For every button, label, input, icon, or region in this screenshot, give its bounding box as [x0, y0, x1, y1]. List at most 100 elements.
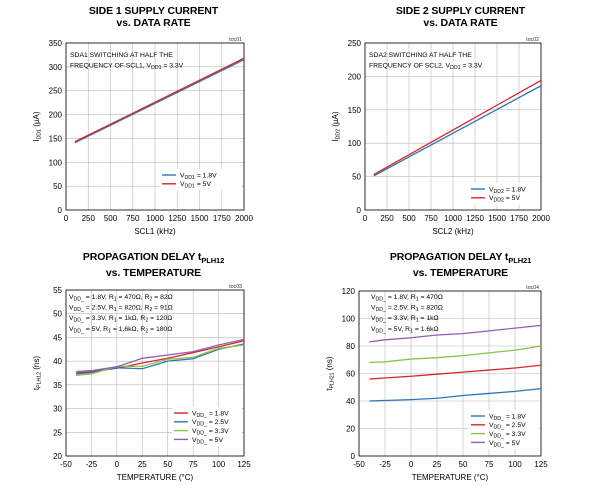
series-line: [74, 57, 245, 143]
y-tick-label: 100: [348, 139, 362, 148]
x-tick-label: -25: [379, 460, 391, 469]
y-tick-label: 20: [53, 452, 62, 461]
y-tick-label: 80: [346, 342, 355, 351]
chart-propagation-delay-plh21: PROPAGATION DELAY tPLH21 vs. TEMPERATURE…: [307, 250, 614, 503]
legend-entry: VDD1 = 5V: [180, 181, 211, 190]
series-line: [369, 324, 542, 343]
x-tick-label: 1500: [191, 214, 209, 223]
legend-entry: VDD_ = 2.5V: [489, 422, 526, 431]
x-tick-label: 100: [212, 460, 226, 469]
y-tick-label: 55: [53, 286, 62, 295]
annotation-line: VDD_ = 3.3V, R1 = 1kΩ, R2 = 120Ω: [69, 315, 172, 324]
y-axis-label: tPLH12 (ns): [32, 356, 43, 390]
series-line: [373, 79, 542, 176]
y-tick-label: 0: [357, 206, 362, 215]
y-axis-label: IDD1 (µA): [32, 111, 43, 141]
y-tick-label: 250: [348, 39, 362, 48]
y-tick-label: 250: [49, 87, 63, 96]
y-tick-label: 45: [53, 333, 62, 342]
chart-svg: -50 -25 0 25 50 75 100 125 20 25 30 35 40 45 50 55 TEMPE…: [32, 284, 251, 482]
x-tick-label: 750: [126, 214, 140, 223]
x-tick-label: 25: [433, 460, 442, 469]
chart-title-line1: PROPAGATION DELAY t: [389, 251, 509, 263]
x-tick-label: 2000: [532, 214, 550, 223]
annotation-line: FREQUENCY OF SCL2, VDD1 = 3.3V: [369, 63, 483, 72]
y-tick-label: 50: [53, 310, 62, 319]
x-tick-label: -50: [353, 460, 365, 469]
x-tick-label: 500: [402, 214, 416, 223]
x-tick-label: 1750: [213, 214, 231, 223]
series-line: [76, 340, 245, 374]
x-tick-label: 50: [163, 460, 172, 469]
chart-title-line2: vs. DATA RATE: [116, 17, 191, 29]
chart-propagation-delay-plh12: PROPAGATION DELAY tPLH12 vs. TEMPERATURE…: [0, 250, 307, 503]
annotation-line: SDA1 SWITCHING AT HALF THE: [70, 52, 173, 59]
chart-title: SIDE 2 SUPPLY CURRENT vs. DATA RATE: [307, 5, 614, 29]
y-tick-label: 60: [346, 370, 355, 379]
chart-svg: 0 250 500 750 1000 1250 1500 1750 2000 0 50 100 150 2…: [32, 37, 253, 236]
x-tick-label: 75: [189, 460, 198, 469]
series-line: [369, 345, 542, 364]
y-tick-label: 35: [53, 381, 62, 390]
x-axis-label: SCL2 (kHz): [432, 227, 474, 236]
x-tick-label: 1500: [488, 214, 506, 223]
y-tick-label: 0: [351, 452, 356, 461]
chart-svg: -50 -25 0 25 50 75 100 125 0 20 40 60 80 100 120 TEMPER…: [325, 285, 548, 482]
y-tick-label: 150: [49, 134, 63, 143]
legend-entry: VDD_ = 2.5V: [192, 419, 229, 428]
x-tick-label: 0: [115, 460, 120, 469]
y-tick-label: 50: [53, 182, 62, 191]
x-tick-label: 250: [82, 214, 96, 223]
legend-entry: VDD_ = 1.8V: [489, 413, 526, 422]
plot-frame: [65, 289, 245, 457]
x-tick-label: 1000: [146, 214, 164, 223]
y-tick-label: 20: [346, 425, 355, 434]
chart-title-line1: SIDE 1 SUPPLY CURRENT: [88, 5, 219, 17]
legend-entry: VDD_ = 3.3V: [192, 428, 229, 437]
figure-code: toc03: [229, 284, 242, 290]
y-tick-label: 350: [49, 39, 63, 48]
y-tick-label: 300: [49, 63, 63, 72]
annotation-line: VDD_ = 1.8V, R1 = 470Ω: [371, 294, 443, 303]
legend-entry: VDD_ = 3.3V: [489, 431, 526, 440]
chart-title-line2: vs. DATA RATE: [423, 17, 498, 29]
annotation-line: VDD_ = 1.8V, R1 = 470Ω, R2 = 82Ω: [69, 294, 173, 303]
legend-entry: VDD_ = 5V: [489, 440, 520, 449]
y-tick-label: 0: [58, 206, 63, 215]
annotation-line: VDD_ = 2.5V, R1 = 820Ω: [371, 305, 443, 314]
x-tick-label: 1000: [444, 214, 462, 223]
series-line: [369, 364, 542, 380]
x-tick-label: 2000: [235, 214, 253, 223]
y-tick-label: 150: [348, 106, 362, 115]
chart-title: PROPAGATION DELAY tPLH21 vs. TEMPERATURE: [307, 251, 614, 279]
legend-entry: VDD2 = 1.8V: [489, 186, 526, 195]
annotation-line: VDD_ = 5V, R1 = 1.6kΩ, R2 = 180Ω: [69, 326, 172, 335]
x-tick-label: 125: [237, 460, 251, 469]
x-tick-label: 250: [380, 214, 394, 223]
legend-entry: VDD1 = 1.8V: [180, 172, 217, 181]
legend-box: [469, 183, 539, 205]
chart-title-subscript: PLH12: [201, 256, 225, 266]
x-tick-label: 0: [64, 214, 69, 223]
y-tick-label: 200: [348, 72, 362, 81]
legend-box: [160, 169, 242, 191]
annotation-line: VDD_ = 5V, R1 = 1.6kΩ: [371, 326, 439, 335]
x-axis-label: TEMPERATURE (°C): [117, 473, 194, 482]
y-tick-label: 200: [49, 111, 63, 120]
legend-entry: VDD_ = 1.8V: [192, 410, 229, 419]
chart-side1-supply-current: SIDE 1 SUPPLY CURRENT vs. DATA RATE 0 250…: [0, 0, 307, 250]
x-axis-label: TEMPERATURE (°C): [412, 473, 489, 482]
series-line: [76, 344, 245, 377]
series-line: [369, 387, 542, 402]
chart-side2-supply-current: SIDE 2 SUPPLY CURRENT vs. DATA RATE 0 250…: [307, 0, 614, 250]
plot-frame: [364, 42, 542, 211]
chart-title: SIDE 1 SUPPLY CURRENT vs. DATA RATE: [0, 5, 307, 29]
legend-entry: VDD_ = 5V: [192, 437, 223, 446]
chart-title-line2: vs. TEMPERATURE: [412, 267, 509, 280]
y-tick-label: 25: [53, 428, 62, 437]
x-tick-label: 75: [485, 460, 494, 469]
x-tick-label: -25: [86, 460, 98, 469]
annotation-line: VDD_ = 2.5V, R1 = 820Ω, R2 = 91Ω: [69, 305, 173, 314]
chart-svg: 0 250 500 750 1000 1250 1500 1750 2000 0 50 100 150 2…: [331, 37, 550, 236]
series-line: [74, 59, 245, 144]
